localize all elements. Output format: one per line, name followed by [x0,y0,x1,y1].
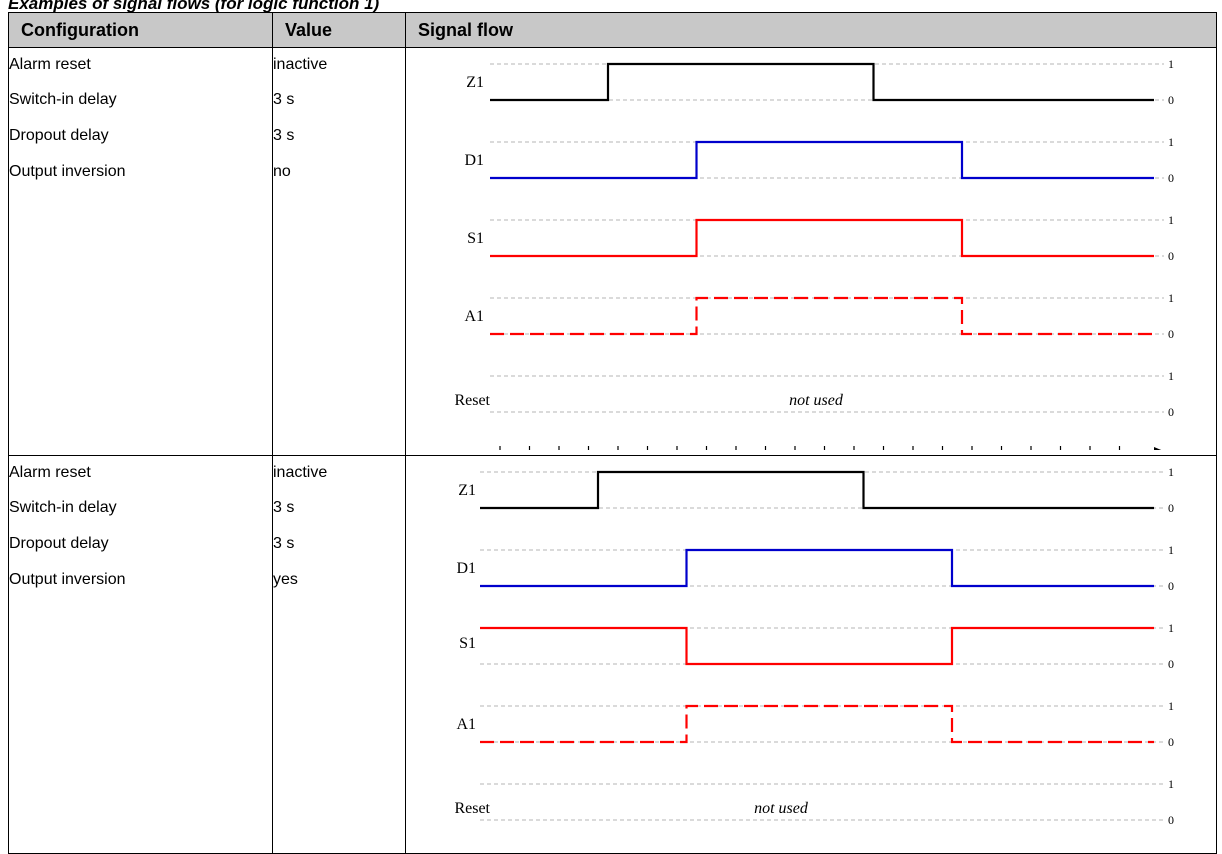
signal-flow-table: Configuration Value Signal flow Alarm re… [8,12,1217,854]
config-label: Dropout delay [9,535,109,552]
signal-name: D1 [456,560,476,577]
signal-name: Z1 [458,482,476,499]
signal-name: S1 [467,230,484,247]
signal-name: A1 [456,716,476,733]
level-label-low: 0 [1168,813,1174,827]
signal-flow-cell: 1 0 Z1 1 0 D1 1 0 S1 1 0 A1 1 0 Reset not used [405,455,1217,854]
level-label-high: 1 [1168,135,1174,149]
timing-diagram-2: 1 0 Z1 1 0 D1 1 0 S1 1 0 A1 1 0 Reset not used [454,465,1174,827]
config-labels-cell: Alarm reset Switch-in delay Dropout dela… [8,47,273,456]
signal-trace-z1 [480,470,1154,510]
signal-note: not used [754,800,809,817]
config-label: Switch-in delay [9,91,117,108]
level-label-high: 1 [1168,621,1174,635]
level-label-low: 0 [1168,579,1174,593]
signal-trace-s1 [490,218,1154,258]
header-value: Value [272,12,406,48]
signal-trace-d1 [480,548,1154,588]
config-value: no [273,163,291,180]
table-row: Alarm reset Switch-in delay Dropout dela… [8,455,1217,854]
config-value: 3 s [273,499,295,516]
header-configuration: Configuration [8,12,273,48]
signal-name: Z1 [466,74,484,91]
level-label-low: 0 [1168,93,1174,107]
level-label-high: 1 [1168,699,1174,713]
figure-caption: Examples of signal flows (for logic func… [8,0,380,13]
level-label-low: 0 [1168,405,1174,419]
level-label-high: 1 [1168,465,1174,479]
config-label: Alarm reset [9,464,91,481]
config-label: Output inversion [9,571,126,588]
signal-name: Reset [454,392,490,409]
signal-trace-s1 [480,626,1154,666]
time-axis-arrow [1154,447,1166,457]
level-label-low: 0 [1168,657,1174,671]
signal-trace-z1 [490,62,1154,102]
config-value: inactive [273,464,328,481]
level-label-high: 1 [1168,543,1174,557]
table-row: Alarm reset Switch-in delay Dropout dela… [8,47,1217,458]
config-labels-cell: Alarm reset Switch-in delay Dropout dela… [8,455,273,854]
header-signal-flow: Signal flow [405,12,1217,48]
signal-name: S1 [459,635,476,652]
level-label-low: 0 [1168,501,1174,515]
level-label-high: 1 [1168,777,1174,791]
signal-trace-a1 [480,704,1154,744]
signal-name: A1 [464,308,484,325]
config-value: inactive [273,56,328,73]
config-values-cell: inactive 3 s 3 s yes [272,455,406,854]
signal-trace-a1 [490,296,1154,336]
level-label-low: 0 [1168,735,1174,749]
config-label: Output inversion [9,163,126,180]
level-label-high: 1 [1168,369,1174,383]
signal-name: D1 [464,152,484,169]
level-label-low: 0 [1168,171,1174,185]
config-values-cell: inactive 3 s 3 s no [272,47,406,456]
signal-flow-cell: 1 0 Z1 1 0 D1 1 0 S1 1 0 A1 1 0 Reset not used [405,47,1217,458]
config-value: yes [273,571,298,588]
config-value: 3 s [273,91,295,108]
level-label-high: 1 [1168,213,1174,227]
level-label-low: 0 [1168,327,1174,341]
timing-diagram-1: 1 0 Z1 1 0 D1 1 0 S1 1 0 A1 1 0 Reset not used [454,57,1174,458]
config-label: Dropout delay [9,127,109,144]
config-label: Alarm reset [9,56,91,73]
config-value: 3 s [273,535,295,552]
config-value: 3 s [273,127,295,144]
signal-name: Reset [454,800,490,817]
header-row: Configuration Value Signal flow [8,12,1217,48]
level-label-low: 0 [1168,249,1174,263]
signal-trace-d1 [490,140,1154,180]
config-label: Switch-in delay [9,499,117,516]
signal-note: not used [789,392,844,409]
level-label-high: 1 [1168,57,1174,71]
level-label-high: 1 [1168,291,1174,305]
